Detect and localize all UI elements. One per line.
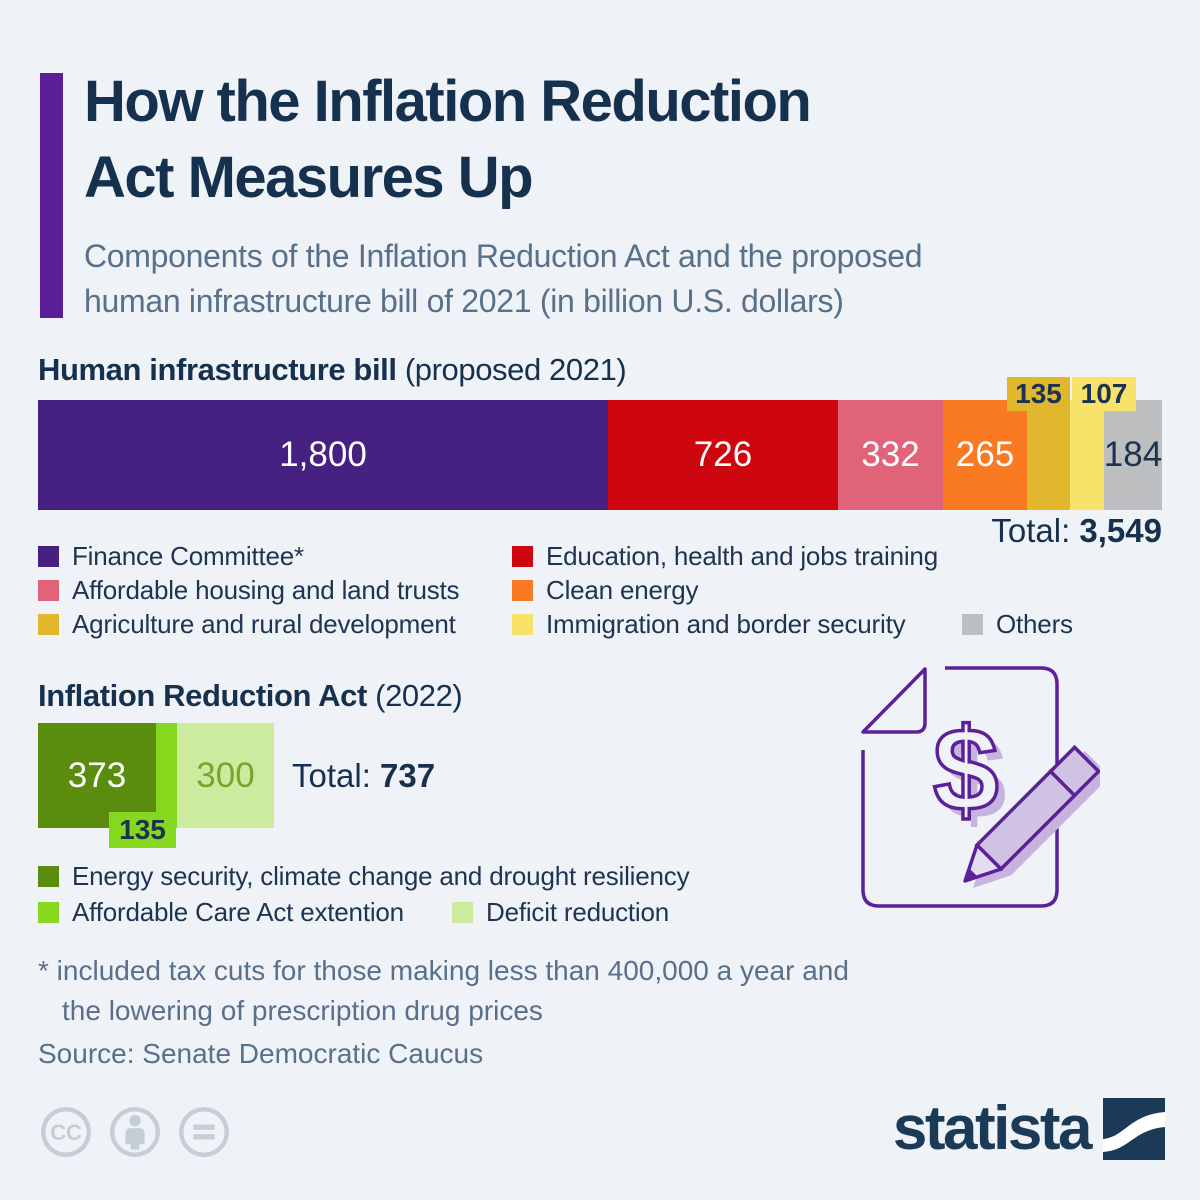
- legend-swatch-energy-security: [38, 865, 59, 887]
- legend-swatch-education: [512, 545, 533, 567]
- segment-value: 1,800: [279, 435, 367, 474]
- svg-text:CC: CC: [50, 1120, 82, 1145]
- bar-segment-affordable-housing: 332: [838, 400, 943, 510]
- legend-item-finance-committee: Finance Committee*: [38, 541, 304, 571]
- human-infrastructure-bar: 1,800 726 332 265 184: [38, 400, 1162, 510]
- bar-segment-others: 184: [1104, 400, 1162, 510]
- pencil-icon: [963, 744, 1100, 883]
- legend-item-clean-energy: Clean energy: [512, 575, 698, 605]
- attribution-icon[interactable]: [107, 1104, 163, 1160]
- title-line-2: Act Measures Up: [84, 145, 534, 210]
- legend-swatch-aca-extension: [38, 901, 59, 923]
- subtitle-line-2: human infrastructure bill of 2021 (in bi…: [84, 283, 844, 319]
- subtitle-line-1: Components of the Inflation Reduction Ac…: [84, 238, 923, 274]
- legend-swatch-agriculture: [38, 613, 59, 635]
- document-dollar-pencil-illustration: $ $: [861, 666, 1100, 908]
- license-icons: CC: [38, 1104, 232, 1160]
- bar-segment-energy-security: 373: [38, 723, 156, 828]
- callout-agriculture-label: 135: [1015, 378, 1062, 409]
- legend-swatch-deficit-reduction: [452, 901, 473, 923]
- legend-label: Others: [996, 608, 1073, 639]
- source-line: Source: Senate Democratic Caucus: [38, 1038, 484, 1069]
- chart1-total: Total: 3,549: [991, 512, 1162, 550]
- no-derivatives-icon[interactable]: [176, 1104, 232, 1160]
- legend-label: Affordable Care Act extention: [72, 896, 404, 927]
- statista-logo-mark: [1103, 1098, 1165, 1160]
- bar-segment-clean-energy: 265: [943, 400, 1027, 510]
- segment-value: 184: [1103, 435, 1163, 474]
- bar-segment-education-health-jobs: 726: [608, 400, 838, 510]
- legend-item-deficit-reduction: Deficit reduction: [452, 897, 669, 927]
- chart1-title: Human infrastructure bill: [38, 352, 397, 387]
- inflation-reduction-act-bar: 373 300: [38, 723, 274, 828]
- total-value: 3,549: [1079, 512, 1162, 549]
- legend-label: Clean energy: [546, 574, 699, 605]
- bar-segment-aca-extension: [156, 723, 177, 828]
- legend-swatch-clean-energy: [512, 579, 533, 601]
- legend-item-education: Education, health and jobs training: [512, 541, 938, 571]
- bar-segment-finance-committee: 1,800: [38, 400, 608, 510]
- bar-segment-agriculture: [1027, 400, 1070, 510]
- legend-label: Finance Committee*: [72, 540, 304, 571]
- legend-item-aca-extension: Affordable Care Act extention: [38, 897, 404, 927]
- chart2-total: Total: 737: [292, 757, 435, 795]
- legend-item-others: Others: [962, 609, 1073, 639]
- callout-immigration-value: 107: [1072, 377, 1136, 411]
- legend-label: Affordable housing and land trusts: [72, 574, 460, 605]
- dollar-sign-shadow: $: [941, 712, 1007, 844]
- chart2-title: Inflation Reduction Act: [38, 678, 367, 713]
- page-title: How the Inflation Reduction Act Measures…: [84, 64, 1084, 216]
- legend-item-affordable-housing: Affordable housing and land trusts: [38, 574, 460, 605]
- callout-aca-label: 135: [119, 814, 166, 845]
- legend-label: Education, health and jobs training: [546, 540, 938, 571]
- dollar-sign-icon: $: [933, 704, 999, 836]
- legend-item-energy-security: Energy security, climate change and drou…: [38, 860, 690, 891]
- footnote: * included tax cuts for those making les…: [38, 951, 849, 1031]
- legend-swatch-affordable-housing: [38, 579, 59, 601]
- chart1-heading: Human infrastructure bill (proposed 2021…: [38, 352, 627, 388]
- segment-value: 265: [955, 435, 1015, 474]
- chart2-title-note: (2022): [375, 678, 463, 713]
- statista-logo[interactable]: statista: [893, 1098, 1165, 1160]
- legend-item-agriculture: Agriculture and rural development: [38, 609, 456, 639]
- legend-label: Deficit reduction: [486, 896, 670, 927]
- total-label: Total:: [991, 512, 1071, 549]
- chart1-title-note: (proposed 2021): [404, 352, 627, 387]
- callout-aca-extension-value: 135: [109, 812, 176, 848]
- title-accent-bar: [40, 73, 63, 318]
- legend-swatch-immigration: [512, 613, 533, 635]
- segment-value: 332: [861, 435, 920, 474]
- footnote-line-2: the lowering of prescription drug prices: [62, 995, 543, 1026]
- segment-value: 373: [67, 755, 127, 795]
- segment-value: 300: [196, 755, 255, 795]
- callout-agriculture-value: 135: [1007, 377, 1070, 411]
- legend-label: Agriculture and rural development: [72, 608, 456, 639]
- legend-item-immigration: Immigration and border security: [512, 608, 906, 639]
- page-subtitle: Components of the Inflation Reduction Ac…: [84, 234, 1094, 324]
- bar-segment-immigration: [1070, 400, 1104, 510]
- total-value: 737: [380, 757, 436, 794]
- legend-label: Immigration and border security: [546, 608, 906, 639]
- legend-label: Energy security, climate change and drou…: [72, 860, 690, 891]
- title-line-1: How the Inflation Reduction: [84, 69, 812, 134]
- legend-swatch-finance-committee: [38, 545, 59, 567]
- total-label: Total:: [292, 757, 371, 794]
- callout-immigration-label: 107: [1080, 378, 1128, 409]
- legend-swatch-others: [962, 613, 983, 635]
- creative-commons-icon[interactable]: CC: [38, 1104, 94, 1160]
- document-outline: [861, 666, 1059, 908]
- statista-wordmark: statista: [892, 1094, 1093, 1163]
- folded-corner: [861, 667, 927, 734]
- segment-value: 726: [693, 435, 753, 474]
- bar-segment-deficit-reduction: 300: [177, 723, 274, 828]
- footnote-line-1: * included tax cuts for those making les…: [38, 955, 849, 986]
- chart2-heading: Inflation Reduction Act (2022): [38, 678, 463, 714]
